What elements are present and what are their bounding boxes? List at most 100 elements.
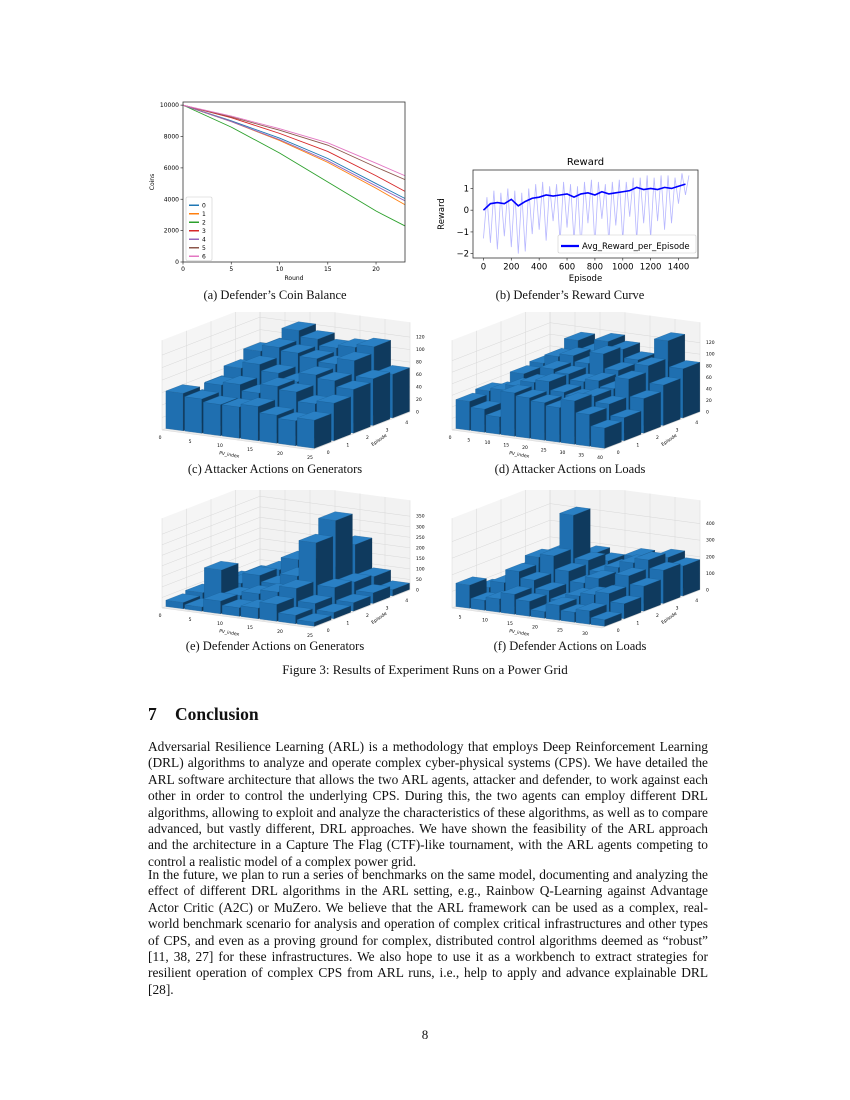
grid-line <box>161 506 411 546</box>
y-tick-label: 2 <box>366 613 369 619</box>
bar-top-face <box>630 390 661 399</box>
bar-top-face <box>300 330 335 340</box>
x-tick-label: 30 <box>582 631 588 637</box>
x-tick-label: 15 <box>247 625 253 631</box>
bar-front-face <box>259 412 278 444</box>
bar-top-face <box>222 375 258 385</box>
x-tick-label: 10 <box>276 266 284 273</box>
bar-top-face <box>297 594 332 604</box>
z-tick-label: 120 <box>706 340 715 346</box>
y-tick-label: 4 <box>695 420 698 426</box>
x-tick-label: 5 <box>467 438 470 444</box>
x-tick-label: 200 <box>503 263 519 273</box>
x-tick-label: 600 <box>559 263 575 273</box>
x-tick-label: 0 <box>481 263 486 273</box>
y-axis-label: Episode <box>660 433 678 448</box>
series-line-Avg_Reward_per_Episode <box>482 183 686 211</box>
y-tick-label: 4 <box>405 420 408 426</box>
z-tick-label: 300 <box>706 538 715 544</box>
bar-front-face <box>203 402 221 436</box>
bar-front-face <box>470 407 485 433</box>
x-tick-label: 15 <box>247 447 253 453</box>
x-tick-label: 400 <box>531 263 547 273</box>
y-axis-label: Episode <box>370 611 388 626</box>
bar-top-face <box>585 372 616 382</box>
z-tick-label: 200 <box>706 554 715 560</box>
y-tick-label: 1 <box>636 621 639 627</box>
bar-side-face <box>392 367 410 419</box>
bar-top-face <box>545 596 577 606</box>
bar-front-face <box>222 404 240 439</box>
z-tick-label: 100 <box>706 571 715 577</box>
bar-top-face <box>669 360 700 369</box>
z-tick-label: 150 <box>416 556 425 562</box>
y-tick-label: 2000 <box>164 228 179 235</box>
bar-top-face <box>455 576 487 586</box>
x-tick-label: 5 <box>459 614 462 620</box>
bar-top-face <box>535 373 567 382</box>
bar-top-face <box>615 370 646 380</box>
bar-top-face <box>559 347 591 356</box>
x-tick-label: 0 <box>181 266 185 273</box>
x-tick-label: 25 <box>307 455 313 461</box>
bar-top-face <box>649 561 681 571</box>
z-tick-label: 50 <box>416 577 422 583</box>
x-tick-label: 20 <box>277 451 283 457</box>
bar-top-face <box>615 567 646 577</box>
raw-reward-line <box>483 173 690 254</box>
figure-caption: Figure 3: Results of Experiment Runs on … <box>282 662 568 677</box>
page-number: 8 <box>421 1027 429 1042</box>
x-axis-label: Episode <box>569 274 602 284</box>
z-tick-label: 20 <box>416 397 422 403</box>
x-tick-label: 5 <box>229 266 233 273</box>
bar-top-face <box>281 321 317 331</box>
x-tick-label: 20 <box>372 266 380 273</box>
bar-top-face <box>574 551 606 561</box>
series-line-6 <box>182 104 406 177</box>
bar-top-face <box>317 511 353 521</box>
z-tick-label: 0 <box>706 588 709 594</box>
z-tick-label: 120 <box>416 335 425 341</box>
bar-top-face <box>316 603 351 613</box>
z-tick-label: 0 <box>706 410 709 416</box>
y-tick-label: 2 <box>656 613 659 619</box>
chart-defender-generators: 050100150200250300350051015202501234PV_i… <box>159 490 425 639</box>
bar-top-face <box>590 419 622 429</box>
bar-top-face <box>336 593 371 603</box>
bar-front-face <box>184 396 203 434</box>
z-tick-label: 100 <box>416 566 425 572</box>
z-tick-label: 20 <box>706 398 712 404</box>
x-tick-label: 0 <box>159 435 162 441</box>
grid-line <box>161 316 411 356</box>
grid-line <box>161 517 411 556</box>
bar-top-face <box>634 551 666 561</box>
series-line-3 <box>182 104 406 192</box>
z-tick-label: 0 <box>416 410 419 416</box>
section-number: 7 <box>148 704 157 724</box>
x-axis-label: PV_index <box>219 450 240 460</box>
x-tick-label: 20 <box>277 629 283 635</box>
bar-top-face <box>610 595 642 604</box>
chart-attacker-generators: 0 20 40 60 80 100 120 0 5 10 15 20 25 0 1 2 3 4 PV_index Ep… <box>159 312 425 461</box>
x-tick-label: 1000 <box>612 263 634 273</box>
series-line-5 <box>182 104 406 181</box>
y-axis-label: Episode <box>660 611 678 626</box>
bar-front-face <box>500 592 515 615</box>
bar-top-face <box>610 409 642 418</box>
bar-front-face <box>203 598 221 614</box>
y-tick-label: 3 <box>676 427 679 433</box>
y-tick-label: 4 <box>695 598 698 604</box>
bar-top-face <box>337 351 372 361</box>
series-line-0 <box>182 104 406 199</box>
y-tick-label: 0 <box>175 259 179 266</box>
bar-top-face <box>356 337 391 347</box>
bar-top-face <box>575 406 607 415</box>
x-axis-label: PV_index <box>219 628 240 638</box>
z-tick-label: 40 <box>416 385 422 391</box>
bar-top-face <box>203 592 238 602</box>
y-tick-label: 1 <box>636 443 639 449</box>
x-tick-label: 5 <box>189 439 192 445</box>
subcaption-b: (b) Defender’s Reward Curve <box>495 288 645 302</box>
chart-defender-loads: 01002003004005101520253001234PV_indexEpi… <box>451 490 715 638</box>
bar-top-face <box>505 563 537 572</box>
